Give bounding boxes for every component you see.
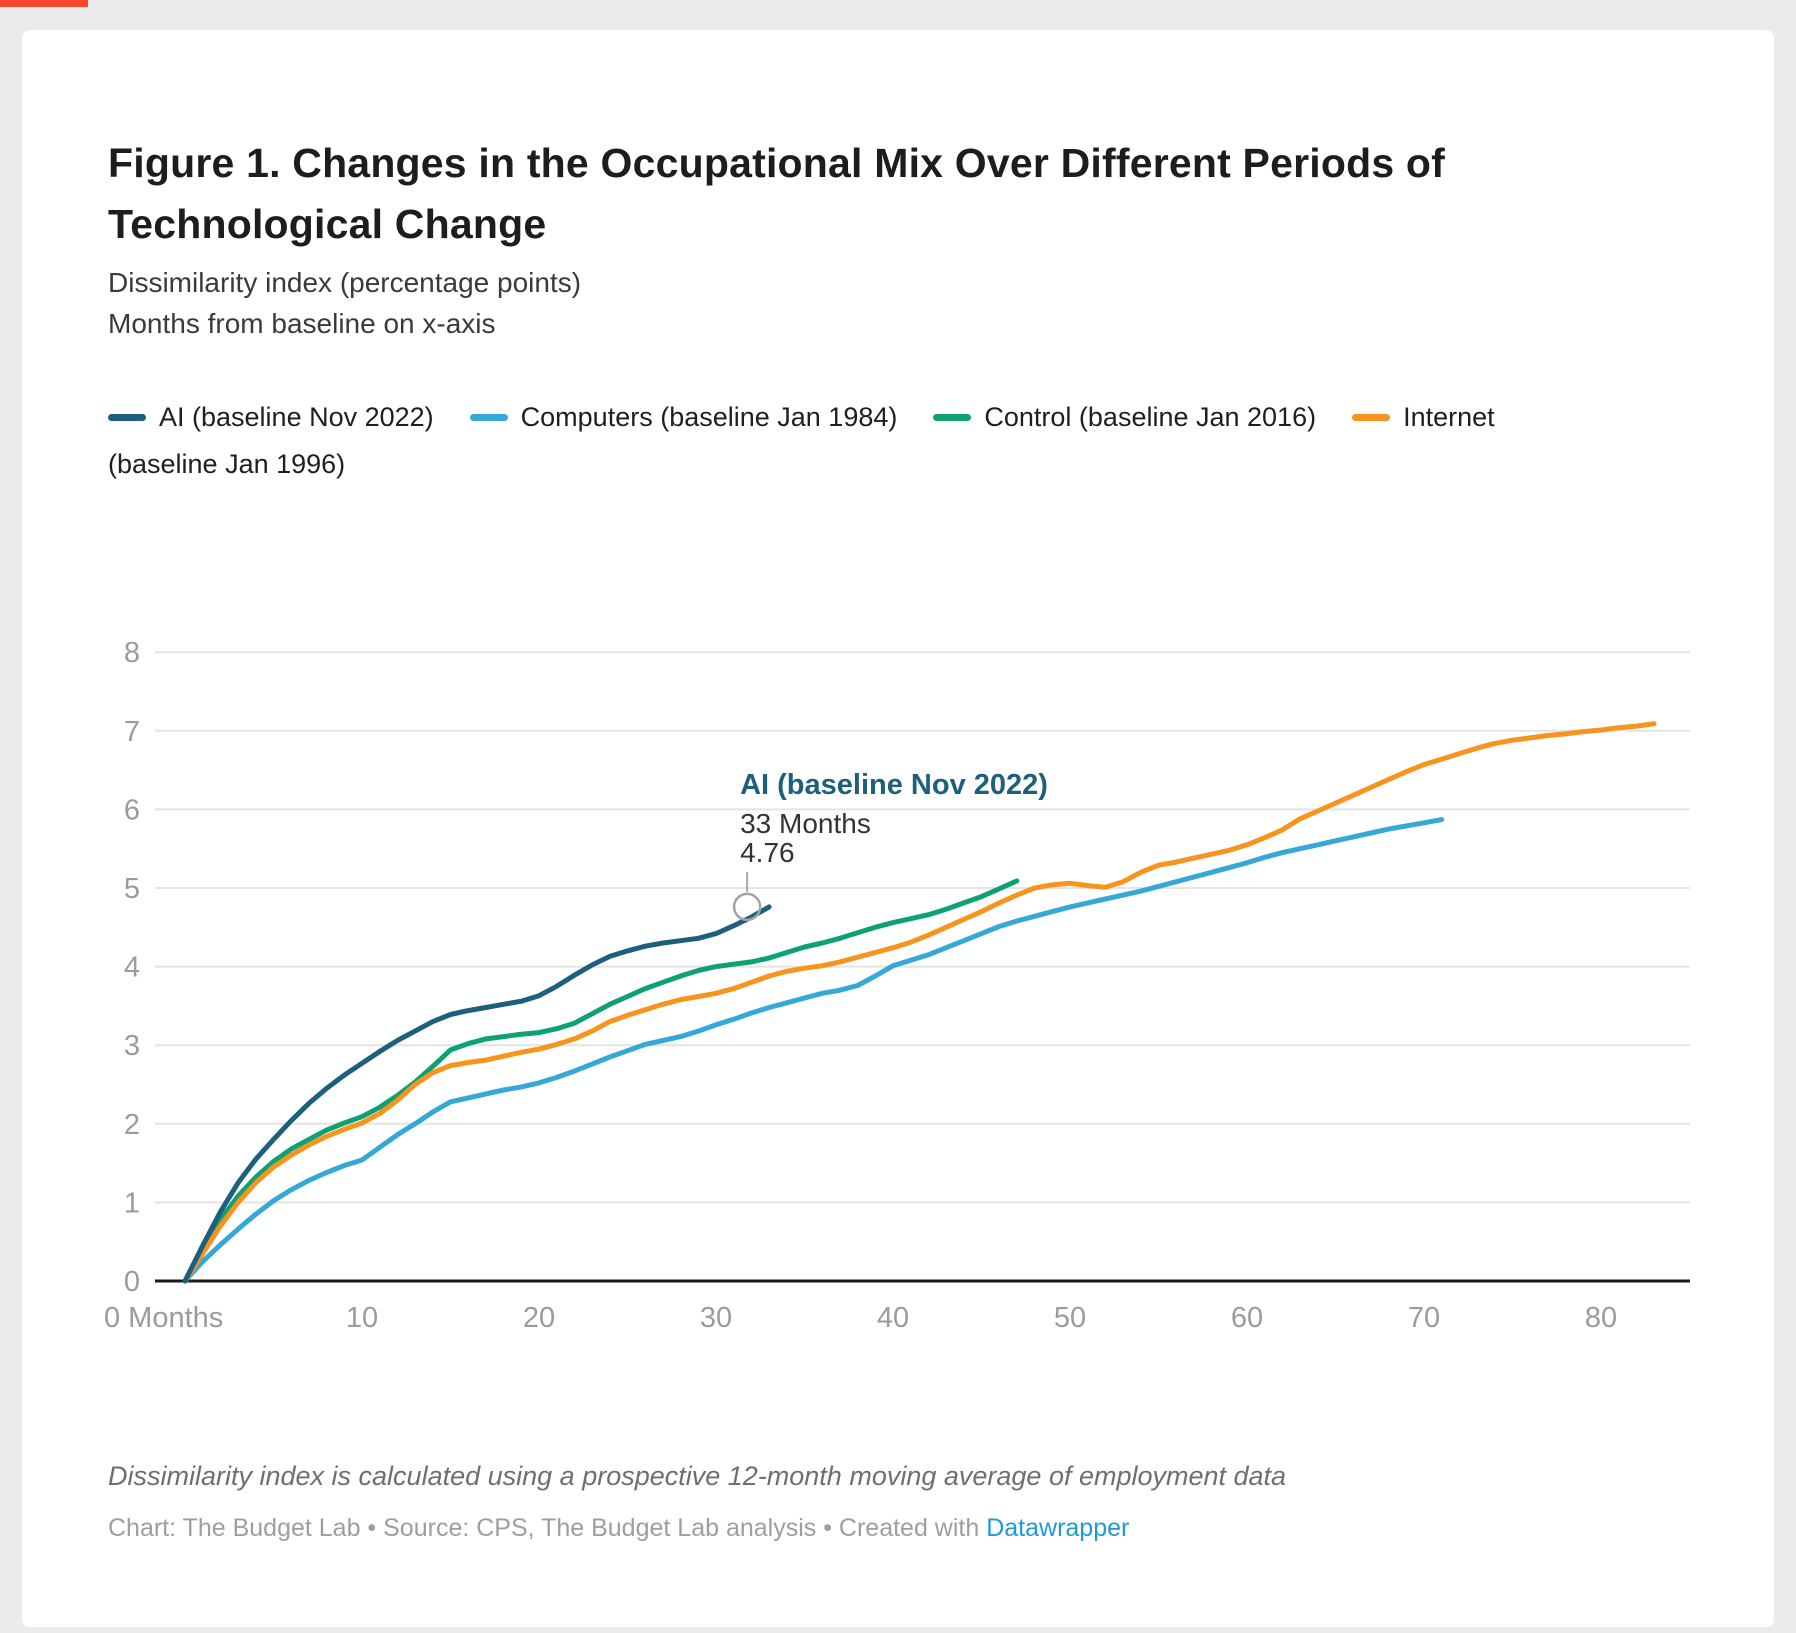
annotation-months-value: 33 Months	[740, 808, 871, 839]
x-tick-label-70: 70	[1408, 1302, 1440, 1334]
y-tick-label-5: 5	[124, 873, 140, 905]
legend-swatch-control-icon	[933, 414, 972, 421]
x-tick-label-50: 50	[1054, 1302, 1086, 1334]
series-line-computers	[182, 817, 1445, 1284]
legend-item-internet[interactable]: Internet	[1352, 402, 1495, 433]
x-tick-label-60: 60	[1231, 1302, 1263, 1334]
x-tick-label-30: 30	[700, 1302, 732, 1334]
chart-legend: AI (baseline Nov 2022) Computers (baseli…	[108, 402, 1728, 480]
x-tick-label-20: 20	[523, 1302, 555, 1334]
byline-text: Chart: The Budget Lab • Source: CPS, The…	[108, 1513, 987, 1542]
y-tick-label-2: 2	[124, 1109, 140, 1141]
y-tick-label-1: 1	[124, 1187, 140, 1219]
top-left-red-bar	[0, 0, 88, 7]
figure-subtitle: Dissimilarity index (percentage points) …	[108, 263, 1508, 344]
y-tick-label-7: 7	[124, 716, 140, 748]
legend-label-control: Control (baseline Jan 2016)	[984, 402, 1317, 432]
legend-label-ai: AI (baseline Nov 2022)	[159, 402, 434, 432]
legend-swatch-computers-icon	[469, 414, 508, 421]
series-line-internet	[182, 721, 1657, 1284]
subtitle-line-2: Months from baseline on x-axis	[108, 307, 496, 339]
legend-row: AI (baseline Nov 2022) Computers (baseli…	[108, 402, 1728, 433]
chart-svg: 0 1 2 3 4 5 6 7 8 0 Months 10 20 30 40 50 60 70 80 AI (bas…	[104, 637, 1690, 1334]
line-chart: 0 1 2 3 4 5 6 7 8 0 Months 10 20 30 40 50 60 70 80 AI (bas…	[22, 560, 1774, 1390]
footnote: Dissimilarity index is calculated using …	[108, 1461, 1287, 1491]
y-tick-label-0: 0	[124, 1266, 140, 1298]
legend-item-ai[interactable]: AI (baseline Nov 2022)	[108, 402, 434, 433]
legend-swatch-ai-icon	[108, 414, 146, 421]
legend-item-computers[interactable]: Computers (baseline Jan 1984)	[469, 402, 898, 433]
x-tick-label-40: 40	[877, 1302, 909, 1334]
annotation-series-name: AI (baseline Nov 2022)	[740, 769, 1048, 801]
legend-label-internet-wrapped: (baseline Jan 1996)	[108, 449, 346, 479]
x-tick-label-0-months: 0 Months	[104, 1302, 223, 1334]
annotation-index-value: 4.76	[740, 837, 795, 868]
y-tick-label-3: 3	[124, 1030, 140, 1062]
subtitle-line-1: Dissimilarity index (percentage points)	[108, 267, 582, 298]
legend-item-control[interactable]: Control (baseline Jan 2016)	[933, 402, 1316, 433]
figure-title: Figure 1. Changes in the Occupational Mi…	[108, 140, 1446, 248]
legend-label-internet: Internet	[1403, 402, 1495, 432]
y-tick-label-4: 4	[124, 952, 140, 984]
byline: Chart: The Budget Lab • Source: CPS, The…	[108, 1514, 1668, 1543]
y-tick-label-6: 6	[124, 794, 140, 826]
legend-swatch-internet-icon	[1352, 414, 1391, 421]
x-tick-label-80: 80	[1585, 1302, 1617, 1334]
series-line-control	[182, 878, 1020, 1284]
chart-footer: Dissimilarity index is calculated using …	[108, 1458, 1668, 1543]
legend-label-computers: Computers (baseline Jan 1984)	[520, 402, 898, 432]
series-line-ai	[182, 904, 772, 1284]
y-tick-label-8: 8	[124, 637, 140, 669]
x-tick-label-10: 10	[346, 1302, 378, 1334]
datawrapper-link[interactable]: Datawrapper	[986, 1513, 1130, 1542]
chart-card: Figure 1. Changes in the Occupational Mi…	[22, 30, 1774, 1627]
annotation-endpoint-circle	[732, 892, 762, 922]
